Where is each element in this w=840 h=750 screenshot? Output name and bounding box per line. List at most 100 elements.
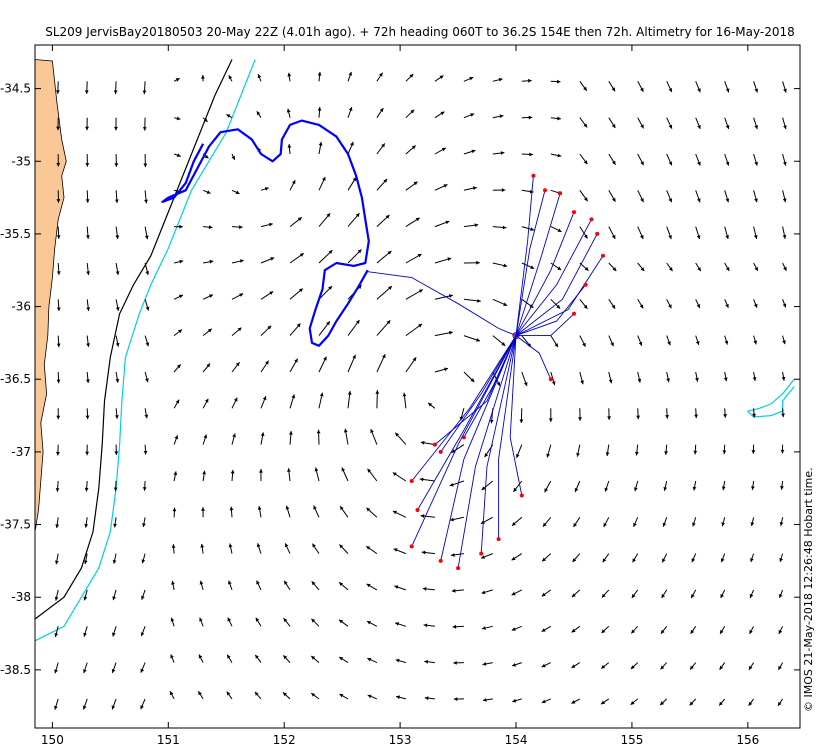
current-arrowhead (697, 88, 701, 93)
current-arrowhead (339, 619, 344, 624)
forecast-track (515, 211, 575, 336)
chart-title: SL209 JervisBay20180503 20-May 22Z (4.01… (45, 25, 795, 39)
current-arrowhead (357, 249, 362, 254)
current-arrowhead (56, 162, 61, 167)
current-arrowhead (608, 379, 613, 384)
x-tick-label: 150 (41, 733, 64, 747)
forecast-endpoint (438, 558, 443, 563)
forecast-track (515, 255, 604, 337)
forecast-endpoint (558, 191, 563, 196)
current-arrowhead (54, 596, 59, 601)
current-arrowhead (199, 617, 203, 622)
current-arrowhead (115, 415, 119, 419)
current-arrowhead (255, 617, 260, 622)
current-arrowhead (610, 342, 614, 347)
current-arrowhead (630, 665, 635, 669)
current-arrowhead (781, 376, 786, 381)
current-arrowhead (439, 75, 444, 80)
current-arrowhead (578, 417, 582, 421)
current-arrowhead (638, 341, 643, 346)
current-arrowhead (511, 556, 516, 561)
current-arrowhead (286, 108, 291, 113)
current-arrowhead (548, 418, 553, 422)
current-arrowhead (512, 522, 516, 526)
current-arrowhead (83, 596, 88, 601)
current-arrowhead (603, 523, 607, 527)
current-arrowhead (696, 304, 701, 309)
current-arrowhead (640, 198, 644, 203)
x-tick-label: 151 (157, 733, 180, 747)
current-arrowhead (86, 235, 90, 239)
current-arrowhead (269, 222, 273, 227)
current-arrowhead (523, 382, 528, 386)
x-tick-label: 154 (505, 733, 528, 747)
target-marker (512, 332, 520, 340)
current-arrowhead (386, 320, 391, 325)
forecast-endpoint (548, 377, 553, 382)
current-arrowhead (557, 116, 561, 121)
current-arrowhead (691, 558, 696, 563)
current-arrowhead (601, 700, 605, 705)
x-tick-label: 155 (620, 733, 643, 747)
current-arrowhead (366, 507, 371, 512)
current-arrowhead (208, 225, 213, 230)
current-arrowhead (584, 234, 588, 239)
forecast-track (516, 313, 575, 337)
current-arrowhead (198, 654, 203, 659)
current-arrowhead (85, 199, 90, 203)
current-arrowhead (392, 472, 397, 476)
current-arrowhead (381, 143, 385, 148)
forecast-endpoint (595, 231, 600, 236)
current-arrowhead (780, 449, 785, 454)
current-arrowhead (541, 699, 546, 704)
current-arrowhead (347, 390, 352, 395)
current-arrowhead (556, 79, 561, 84)
current-arrowhead (753, 235, 758, 239)
current-arrowhead (661, 629, 665, 634)
current-arrowhead (583, 86, 587, 91)
current-arrowhead (284, 543, 289, 548)
current-arrowhead (83, 669, 87, 674)
current-arrowhead (348, 107, 353, 111)
current-arrowhead (232, 433, 236, 438)
current-arrowhead (144, 235, 149, 240)
current-arrowhead (382, 354, 386, 359)
current-arrowhead (692, 486, 697, 491)
current-arrowhead (283, 692, 287, 697)
current-arrowhead (393, 548, 398, 552)
current-arrowhead (631, 629, 635, 634)
current-arrowhead (56, 451, 60, 456)
current-arrowhead (474, 223, 479, 228)
current-arrowhead (580, 380, 584, 385)
current-arrowhead (571, 628, 576, 633)
current-arrowhead (695, 377, 699, 382)
current-arrowhead (571, 700, 576, 704)
current-arrowhead (287, 144, 292, 148)
current-arrowhead (142, 523, 146, 527)
offshore-contour (746, 378, 795, 418)
current-arrowhead (668, 267, 673, 272)
current-arrowhead (318, 141, 323, 146)
current-arrowhead (201, 75, 205, 79)
current-arrowhead (696, 235, 701, 239)
current-arrowhead (54, 705, 58, 710)
current-arrowhead (418, 289, 423, 293)
current-arrowhead (503, 263, 508, 268)
current-arrowhead (611, 234, 616, 239)
current-arrowhead (779, 558, 783, 562)
current-arrowhead (477, 299, 481, 303)
current-arrowhead (499, 114, 504, 119)
current-arrowhead (639, 304, 644, 309)
current-arrowhead (470, 113, 475, 117)
current-arrowhead (85, 163, 90, 167)
current-arrowhead (341, 467, 346, 472)
forecast-track (411, 335, 517, 482)
current-arrowhead (753, 340, 757, 345)
current-arrowhead (631, 593, 636, 598)
current-arrowhead (640, 124, 644, 129)
current-arrowhead (640, 267, 645, 272)
current-arrowhead (287, 468, 291, 472)
current-arrowhead (605, 452, 610, 456)
current-arrowhead (690, 629, 695, 634)
current-arrowhead (264, 187, 269, 191)
